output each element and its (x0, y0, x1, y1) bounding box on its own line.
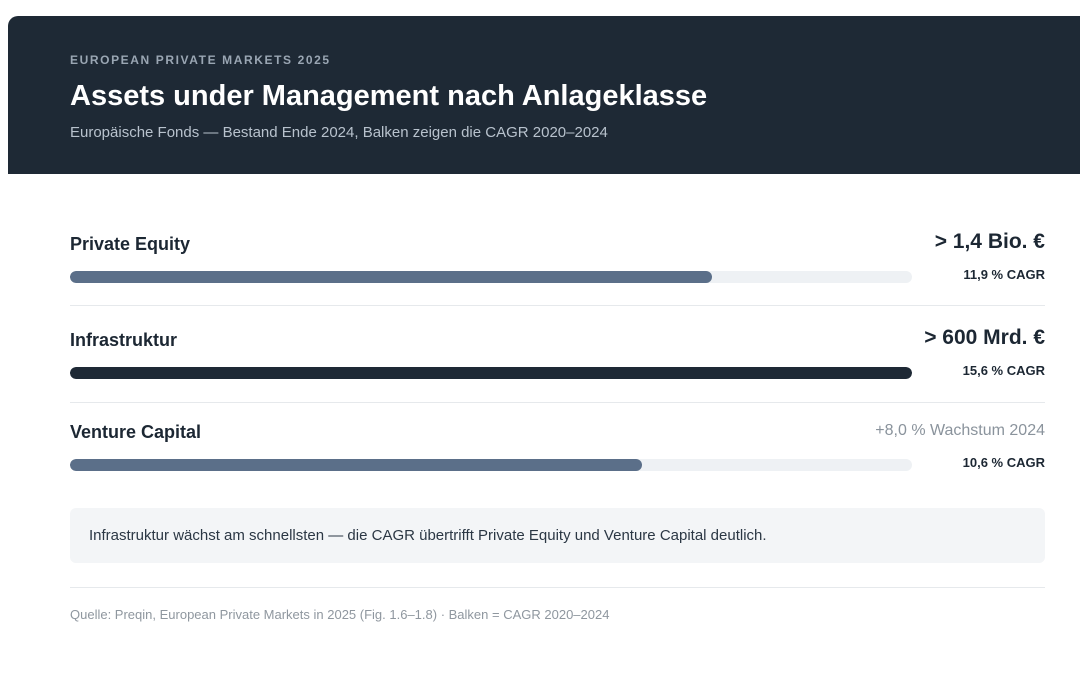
chart-title: Assets under Management nach Anlageklass… (70, 80, 708, 112)
bar-category-label: Private Equity (70, 234, 191, 254)
footer-divider (70, 587, 1045, 588)
insight-callout: Infrastruktur wächst am schnellsten — di… (70, 508, 1045, 563)
bar-value-label: 11,9 % CAGR (963, 267, 1045, 282)
bar-track (70, 367, 912, 379)
row-divider (70, 402, 1045, 403)
source-note: Quelle: Preqin, European Private Markets… (70, 607, 610, 622)
bar-row: Private Equity > 1,4 Bio. € 11,9 % CAGR (70, 230, 1045, 314)
headline-value: > 1,4 Bio. € (934, 230, 1045, 253)
bar-value-label: 15,6 % CAGR (962, 363, 1045, 378)
bar-row: Infrastruktur > 600 Mrd. € 15,6 % CAGR (70, 326, 1045, 410)
bar (70, 367, 912, 379)
bar-category-label: Infrastruktur (70, 330, 178, 350)
bar-row: Venture Capital +8,0 % Wachstum 2024 10,6 … (70, 422, 1045, 502)
row-divider (70, 305, 1045, 306)
eyebrow: EUROPEAN PRIVATE MARKETS 2025 (70, 53, 331, 67)
bar-track (70, 271, 912, 283)
bar-track (70, 459, 912, 471)
headline-value: +8,0 % Wachstum 2024 (875, 422, 1045, 439)
callout-text: Infrastruktur wächst am schnellsten — di… (89, 527, 767, 544)
headline-value: > 600 Mrd. € (924, 326, 1045, 349)
bar (70, 459, 643, 471)
bar-category-label: Venture Capital (70, 422, 202, 442)
bar (70, 271, 713, 283)
chart-header: EUROPEAN PRIVATE MARKETS 2025 Assets und… (8, 16, 1080, 174)
chart-subtitle: Europäische Fonds — Bestand Ende 2024, B… (70, 124, 608, 141)
bar-value-label: 10,6 % CAGR (962, 455, 1045, 470)
